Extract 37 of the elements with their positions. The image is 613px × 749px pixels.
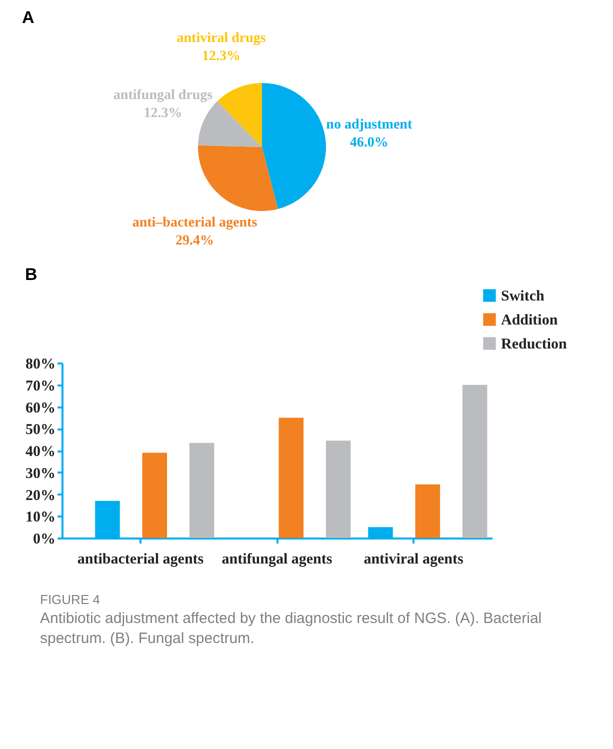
bar: [326, 440, 351, 538]
data-label: 12.3%: [202, 48, 241, 64]
y-tick-label: 60%: [26, 400, 56, 416]
bar: [462, 384, 488, 538]
y-tick-label: 40%: [26, 444, 56, 460]
y-tick-label: 20%: [26, 488, 56, 504]
pie-slice: [262, 83, 326, 209]
slice-label: antifungal drugs: [113, 88, 214, 103]
y-tick-label: 70%: [26, 378, 56, 394]
bar: [278, 418, 304, 538]
chart-title: B: [25, 265, 38, 284]
x-tick-label: antiviral agents: [364, 552, 464, 568]
pie-slice: [198, 101, 262, 147]
bar: [415, 484, 440, 538]
text: Antibiotic adjustment affected by the diagnostic result of NGS. (A). Bacterial spectrum. (B). Fungal spectrum.: [40, 609, 543, 648]
slice-label: antiviral drugs: [176, 30, 266, 46]
legend-label: Addition: [501, 312, 558, 328]
data-label: 46.0%: [350, 135, 388, 150]
x-tick-label: antibacterial agents: [77, 552, 204, 568]
y-tick-label: 50%: [26, 422, 56, 438]
y-tick-label: 80%: [26, 356, 56, 372]
y-tick-label: 0%: [33, 532, 56, 548]
legend-label: Reduction: [501, 336, 568, 352]
legend-label: Switch: [501, 288, 545, 304]
caption: FIGURE 4: [40, 592, 101, 607]
slice-label: no adjustment: [326, 117, 412, 132]
chart-title: A: [22, 8, 34, 27]
x-tick-label: antifungal agents: [222, 552, 332, 568]
y-tick-label: 30%: [26, 466, 56, 482]
y-tick-label: 10%: [26, 510, 56, 526]
bar: [189, 442, 214, 538]
pie-slice: [217, 83, 262, 147]
data-label: 29.4%: [175, 234, 214, 248]
data-label: 12.3%: [144, 106, 182, 121]
pie-slice: [198, 145, 278, 211]
slice-label: anti–bacterial agents: [132, 216, 258, 230]
bar: [142, 452, 168, 538]
